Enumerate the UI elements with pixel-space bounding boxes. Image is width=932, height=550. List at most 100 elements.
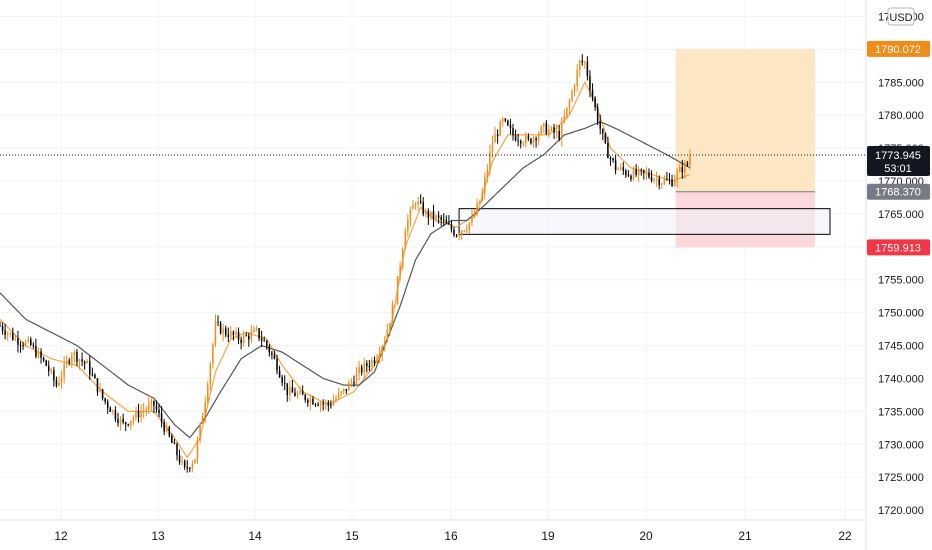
candle-body xyxy=(463,230,466,232)
candle-body xyxy=(22,345,24,347)
stop-price-badge-label: 1759.913 xyxy=(875,242,921,254)
candle-body xyxy=(645,172,648,174)
candle-body xyxy=(71,355,73,363)
candle-body xyxy=(478,200,481,204)
y-tick-label: 1755.000 xyxy=(878,275,924,287)
candle-body xyxy=(42,357,45,361)
candle-body xyxy=(409,209,412,220)
candle-body xyxy=(196,440,199,460)
moving-average-line xyxy=(0,80,691,459)
candle-body xyxy=(635,169,637,175)
candle-body xyxy=(399,266,401,277)
price-axis[interactable]: 1720.000 1725.000 1730.000 1735.000 1740.000… xyxy=(865,0,924,550)
candle-body xyxy=(230,331,232,338)
candle-body xyxy=(65,360,68,364)
candle-body xyxy=(673,180,676,186)
candle-body xyxy=(224,328,227,335)
y-tick-label: 1725.000 xyxy=(878,472,924,484)
candle-body xyxy=(255,328,258,330)
candle-body xyxy=(63,363,65,377)
candle-body xyxy=(394,304,396,306)
candle-body xyxy=(47,365,50,372)
currency-button[interactable]: USD xyxy=(887,7,915,26)
candle-body xyxy=(183,460,186,468)
y-tick-label: 1785.000 xyxy=(878,77,924,89)
candle-body xyxy=(591,89,594,99)
candle-body xyxy=(248,335,250,340)
candle-body xyxy=(109,407,112,412)
candle-body xyxy=(553,127,555,133)
x-tick-label: 20 xyxy=(639,529,653,543)
candle-body xyxy=(658,178,660,186)
candle-body xyxy=(250,331,253,340)
demand-zone xyxy=(458,208,831,235)
candlestick-series[interactable] xyxy=(0,54,691,473)
candle-body xyxy=(291,387,294,393)
candle-body xyxy=(212,344,214,364)
candle-body xyxy=(419,201,422,203)
candle-body xyxy=(494,134,496,143)
candle-body xyxy=(199,423,201,441)
candle-body xyxy=(486,169,489,178)
candle-body xyxy=(191,463,194,469)
candle-body xyxy=(135,410,137,418)
candle-body xyxy=(543,123,545,127)
x-tick-label: 16 xyxy=(444,529,458,543)
candle-body xyxy=(671,179,673,186)
x-tick-label: 14 xyxy=(248,529,262,543)
candle-body xyxy=(37,351,40,357)
candle-body xyxy=(525,136,527,144)
candle-body xyxy=(630,175,632,180)
candle-body xyxy=(91,374,94,376)
candle-body xyxy=(101,389,104,399)
candle-body xyxy=(445,220,448,223)
time-axis[interactable]: 12 13 14 15 16 19 20 21 22 xyxy=(0,519,866,543)
candle-body xyxy=(519,140,522,144)
candle-body xyxy=(350,381,353,383)
candle-body xyxy=(271,352,273,355)
candle-body xyxy=(460,230,463,235)
candle-body xyxy=(204,402,206,416)
candle-body xyxy=(30,339,32,346)
candle-body xyxy=(471,216,473,223)
position-zones[interactable] xyxy=(458,48,831,248)
candle-body xyxy=(532,138,535,144)
candle-body xyxy=(676,171,678,181)
candle-body xyxy=(404,231,407,250)
candle-body xyxy=(458,234,460,237)
candle-body xyxy=(148,404,150,410)
candle-body xyxy=(514,135,517,141)
last-price-badge-bg xyxy=(867,146,930,177)
candle-body xyxy=(14,338,17,340)
candle-body xyxy=(345,388,348,391)
candle-body xyxy=(599,121,601,129)
candle-body xyxy=(363,363,366,373)
candle-body xyxy=(209,363,212,386)
candle-body xyxy=(296,393,299,397)
candle-body xyxy=(132,417,135,421)
candle-body xyxy=(450,224,453,230)
candle-body xyxy=(689,156,691,165)
candle-body xyxy=(330,405,332,407)
candle-body xyxy=(499,121,501,136)
candle-body xyxy=(548,129,550,134)
candle-body xyxy=(386,330,389,342)
candle-body xyxy=(604,133,607,144)
y-tick-label: 1740.000 xyxy=(878,373,924,385)
candle-body xyxy=(650,177,653,181)
candle-body xyxy=(27,339,29,342)
candle-body xyxy=(322,403,324,405)
candle-body xyxy=(540,126,542,135)
candle-body xyxy=(17,338,19,345)
candle-body xyxy=(83,361,86,364)
candle-body xyxy=(117,418,119,424)
candle-body xyxy=(122,418,124,423)
candle-body xyxy=(648,172,650,178)
candle-body xyxy=(571,91,573,102)
candle-body xyxy=(130,420,132,426)
candle-body xyxy=(232,331,235,335)
stop-price-badge-bg xyxy=(867,239,930,256)
candle-body xyxy=(6,333,9,335)
